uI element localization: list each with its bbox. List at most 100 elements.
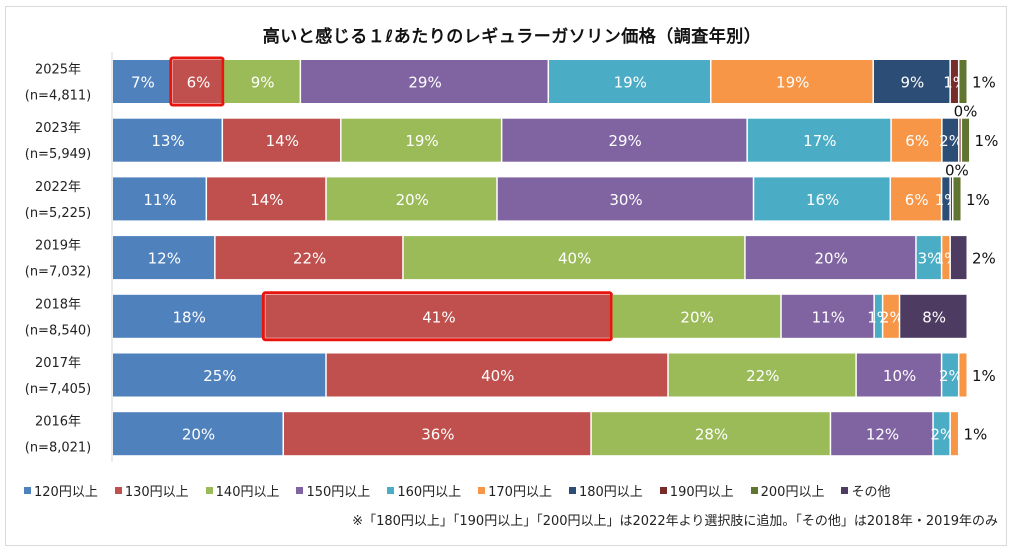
data-label: 29% [608,132,641,150]
legend-swatch [568,487,576,494]
bar-segment [711,60,873,103]
bar-segment [942,236,950,280]
bar-segment [916,236,941,280]
bar-segment [113,177,206,221]
legend-item: 190円以上 [659,481,734,500]
data-label: 19% [776,74,809,92]
data-label: 10% [883,367,916,385]
bar-segment [950,177,952,221]
bar-segment [113,353,326,397]
category-label-n: (n=5,225) [25,206,92,221]
bar-segment [950,412,958,456]
bar-segment [403,236,745,280]
legend-label: 130円以上 [124,485,189,500]
bar-segment [284,412,591,456]
legend-swatch [387,487,395,494]
highlight-box [261,291,613,342]
bar-segment [942,353,958,397]
data-label: 9% [901,74,925,92]
data-label: 16% [806,191,839,209]
category-label-year: 2016年 [35,415,81,430]
legend-label: 120円以上 [34,485,98,500]
data-label: 3% [918,250,942,268]
data-label: 19% [405,132,438,150]
bar-segment [172,60,223,103]
legend-swatch [659,487,667,494]
data-label: 20% [182,426,215,444]
bar-segment [341,118,501,162]
bar-segment [781,294,874,338]
legend-item: 160円以上 [387,481,461,500]
bar-segment [113,412,283,456]
bar-segment [612,294,781,338]
legend-swatch [24,487,31,494]
chart-legend: 120円以上 130円以上 140円以上 150円以上 160円以上 170円以上 180円… [24,481,1014,500]
data-label: 22% [746,367,779,385]
bar-segment [959,118,961,162]
data-label: 22% [293,250,326,268]
bar-segment [933,412,950,456]
legend-swatch [114,487,122,494]
data-label: 20% [680,308,713,326]
data-label: 20% [815,250,848,268]
legend-label: 150円以上 [306,485,371,500]
legend-swatch [296,487,304,494]
legend-swatch [750,487,758,494]
data-label: 40% [481,367,514,385]
bar-segment [497,177,753,221]
data-label: 12% [148,250,181,268]
data-label: 11% [812,308,845,326]
bar-segment [113,236,215,280]
data-label: 30% [609,191,642,209]
data-label: 18% [173,308,206,326]
bar-segment [891,177,941,221]
bar-segment [113,60,172,103]
legend-item: 130円以上 [114,481,189,500]
chart-title: 高いと感じる１ℓあたりのレギュラーガソリン価格（調査年別） [262,27,762,47]
bar-segment [215,236,403,280]
data-label: 0% [945,161,969,179]
data-label: 6% [905,132,929,150]
legend-label: 140円以上 [215,485,280,500]
bar-segment [831,412,933,456]
bar-segment [962,118,970,162]
data-label: 19% [614,74,647,92]
legend-item: 140円以上 [205,481,280,500]
data-label: 2% [880,308,904,326]
legend-label: 160円以上 [397,485,462,500]
category-label-n: (n=7,405) [25,382,92,397]
data-label: 7% [131,74,155,92]
legend-item: 170円以上 [478,481,552,500]
legend-label: 200円以上 [760,485,825,500]
bar-segment [113,118,222,162]
bar-segment [950,60,958,103]
legend-item: 200円以上 [750,481,825,500]
category-label-year: 2023年 [35,121,81,136]
data-label: 1% [935,191,959,209]
bar-segment [856,353,941,397]
legend-item: 150円以上 [296,481,370,500]
legend-item: その他 [841,481,890,500]
bar-segment [891,118,942,162]
bar-segment [942,177,950,221]
bar-segment [883,294,899,338]
bar-segment [223,118,341,162]
data-label: 29% [408,74,441,92]
bar-segment [900,294,967,338]
bar-segment [326,177,497,221]
category-label-n: (n=7,032) [25,265,92,280]
bar-segment [207,177,326,221]
category-label-n: (n=8,021) [25,441,92,456]
category-label-year: 2022年 [35,180,81,195]
bar-segment [747,118,891,162]
bar-segment [301,60,548,103]
data-label: 36% [421,426,454,444]
data-label: 6% [905,191,929,209]
data-label: 6% [187,74,211,92]
bar-segment [959,353,967,397]
data-label: 1% [963,426,987,444]
stacked-bar-chart: 2025年 (n=4,811) 7% 6% 9% 29% 19% 19% 9% 1% 1% 2023年… [25,52,998,462]
data-label: 2% [939,132,963,150]
bar-segment [326,353,668,397]
legend-label: 170円以上 [488,485,552,500]
